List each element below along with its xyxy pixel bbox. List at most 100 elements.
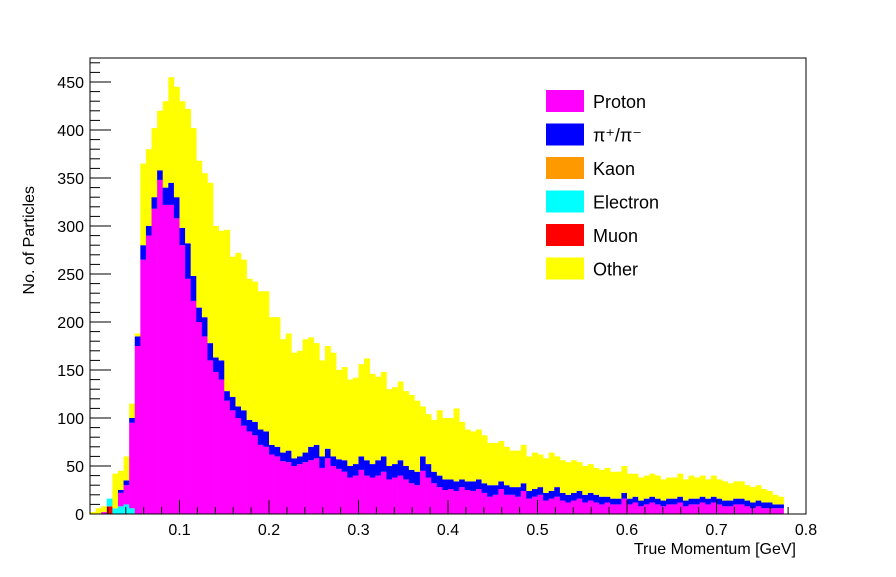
bar-pion [459, 479, 466, 488]
x-axis: 0.1 0.2 0.3 0.4 0.5 0.6 0.7 0.8 [89, 500, 817, 539]
bar-pion [503, 485, 510, 495]
bar-other [369, 373, 376, 465]
y-axis: 0 50 100 150 200 250 300 350 400 450 [57, 62, 111, 524]
bar-proton [386, 479, 393, 514]
bar-proton [241, 425, 247, 514]
legend-label: Proton [593, 92, 646, 112]
bar-other [291, 352, 298, 459]
bar-proton [145, 235, 152, 514]
bar-pion [666, 498, 673, 505]
bar-pion [341, 460, 348, 472]
bar-pion [241, 410, 247, 426]
bar-proton [654, 504, 661, 514]
bar-other [308, 337, 315, 447]
y-tick-label: 450 [57, 75, 84, 92]
bar-pion [196, 307, 203, 322]
bar-other [123, 456, 130, 481]
bar-proton [610, 504, 617, 514]
bar-electron [123, 504, 130, 514]
y-tick-label: 300 [57, 219, 84, 236]
bar-pion [559, 492, 566, 501]
bar-proton [369, 477, 376, 514]
bar-pion [420, 456, 426, 471]
bar-pion [375, 460, 382, 476]
bar-pion [324, 448, 331, 459]
bar-pion [554, 487, 561, 497]
bar-proton [515, 496, 522, 514]
bar-proton [117, 492, 124, 507]
bar-pion [464, 481, 471, 490]
bar-pion [761, 502, 768, 509]
bar-pion [157, 170, 164, 180]
bar-other [380, 371, 387, 457]
bar-proton [207, 360, 214, 514]
bar-pion [660, 500, 667, 507]
bar-proton [694, 504, 701, 514]
bar-proton [565, 502, 572, 514]
bar-pion [498, 481, 505, 490]
bar-other [431, 419, 438, 472]
bar-pion [213, 357, 219, 372]
bar-proton [308, 460, 315, 514]
bar-pion [750, 502, 756, 509]
bar-pion [699, 496, 706, 503]
bar-proton [448, 489, 454, 514]
bar-other [453, 408, 460, 482]
bar-proton [643, 504, 650, 514]
bar-other [470, 431, 477, 482]
bar-proton [431, 483, 438, 514]
bar-pion [218, 360, 225, 380]
bar-pion [755, 500, 762, 507]
bar-pion [576, 490, 583, 499]
bar-other [218, 230, 225, 361]
bar-other [392, 387, 398, 465]
bar-other [285, 333, 292, 451]
bar-other [475, 429, 482, 480]
bar-other [772, 494, 779, 505]
bar-other [302, 339, 309, 453]
bar-proton [291, 466, 298, 514]
bar-pion [649, 496, 656, 503]
bar-proton [375, 475, 382, 514]
bar-proton [453, 490, 460, 514]
x-tick-label: 0.7 [705, 522, 727, 539]
bar-other [722, 481, 728, 501]
bar-pion [347, 466, 354, 478]
bar-other [129, 403, 136, 418]
bar-proton [593, 502, 600, 514]
bar-other [341, 367, 348, 461]
bar-other [263, 291, 270, 432]
bar-pion [257, 429, 264, 445]
bar-proton [263, 446, 270, 514]
bar-other [503, 446, 510, 486]
bar-muon [106, 506, 113, 514]
bar-other [117, 470, 124, 490]
y-tick-label: 50 [66, 459, 84, 476]
bar-other [313, 343, 320, 445]
bar-pion [408, 469, 415, 484]
bar-pion [291, 458, 298, 466]
bar-other [296, 350, 303, 457]
bar-other [157, 110, 164, 171]
bar-proton [649, 502, 656, 514]
bar-other [201, 173, 208, 318]
bar-pion [123, 480, 130, 486]
bar-pion [778, 504, 784, 509]
bar-other [420, 406, 426, 457]
bar-proton [269, 454, 275, 514]
bar-proton [397, 475, 404, 514]
bar-other [112, 473, 119, 509]
bar-pion [274, 446, 281, 457]
bar-proton [688, 504, 695, 514]
bar-other [744, 485, 751, 501]
bar-proton [296, 464, 303, 514]
bar-pion [229, 396, 236, 411]
bar-proton [638, 506, 645, 514]
bar-pion [369, 464, 376, 478]
bar-other [442, 418, 449, 480]
bar-other [397, 381, 404, 461]
bar-proton [235, 418, 242, 514]
bar-other [224, 229, 231, 392]
legend-label: Kaon [593, 159, 635, 179]
